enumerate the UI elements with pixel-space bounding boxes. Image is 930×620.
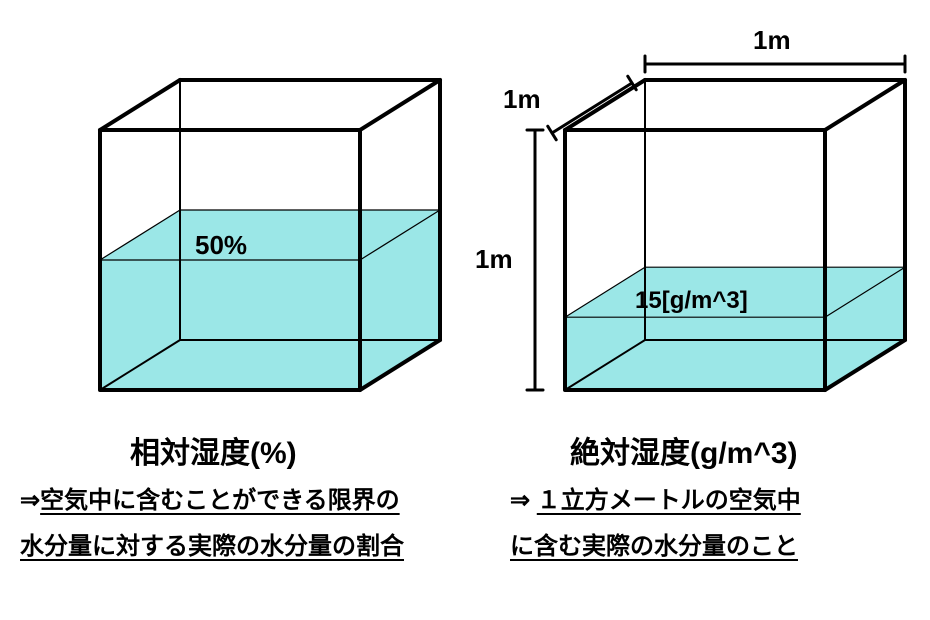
left-description: ⇒空気中に含むことができる限界の 水分量に対する実際の水分量の割合 (20, 478, 404, 569)
arrow-icon: ⇒ (510, 478, 530, 524)
arrow-icon: ⇒ (20, 478, 40, 524)
right-desc-line1: １立方メートルの空気中 (537, 487, 801, 514)
left-desc-line2: 水分量に対する実際の水分量の割合 (20, 533, 404, 560)
right-description: ⇒ １立方メートルの空気中 に含む実際の水分量のこと (510, 478, 801, 569)
diagram-stage: { "canvas": { "width": 930, "height": 62… (0, 0, 930, 620)
left-desc-line1: 空気中に含むことができる限界の (40, 487, 400, 514)
right-cube-value-label: 15[g/m^3] (635, 287, 748, 315)
right-title: 絶対湿度(g/m^3) (570, 428, 798, 472)
left-cube-value-label: 50% (195, 230, 247, 261)
dimension-label-height: 1m (475, 244, 513, 275)
left-title: 相対湿度(%) (130, 428, 297, 472)
dimension-label-side: 1m (503, 84, 541, 115)
dimension-label-top: 1m (753, 25, 791, 56)
right-desc-line2: に含む実際の水分量のこと (510, 533, 798, 560)
